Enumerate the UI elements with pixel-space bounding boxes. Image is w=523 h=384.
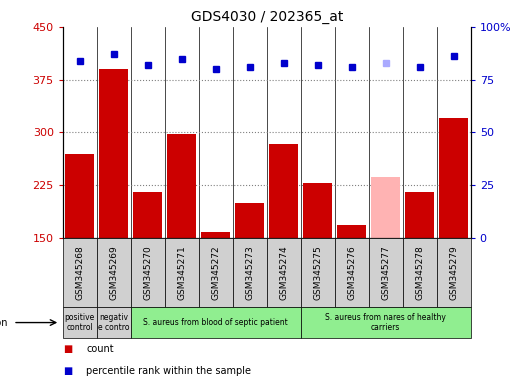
Text: S. aureus from nares of healthy
carriers: S. aureus from nares of healthy carriers [325, 313, 446, 332]
Text: GSM345277: GSM345277 [381, 245, 390, 300]
Text: S. aureus from blood of septic patient: S. aureus from blood of septic patient [143, 318, 288, 327]
Bar [405, 192, 434, 238]
Text: GSM345268: GSM345268 [75, 245, 84, 300]
Text: GSM345273: GSM345273 [245, 245, 254, 300]
Bar [235, 203, 264, 238]
Text: count: count [86, 344, 114, 354]
Text: percentile rank within the sample: percentile rank within the sample [86, 366, 251, 376]
Text: GSM345279: GSM345279 [449, 245, 458, 300]
Text: GSM345278: GSM345278 [415, 245, 424, 300]
Text: GSM345269: GSM345269 [109, 245, 118, 300]
Text: GSM345271: GSM345271 [177, 245, 186, 300]
Bar [133, 192, 162, 238]
Text: negativ
e contro: negativ e contro [98, 313, 130, 332]
Title: GDS4030 / 202365_at: GDS4030 / 202365_at [190, 10, 343, 25]
Text: GSM345274: GSM345274 [279, 245, 288, 300]
Text: infection: infection [0, 318, 8, 328]
Text: GSM345270: GSM345270 [143, 245, 152, 300]
Text: ■: ■ [63, 344, 73, 354]
Text: GSM345276: GSM345276 [347, 245, 356, 300]
Text: GSM345275: GSM345275 [313, 245, 322, 300]
Bar [371, 177, 400, 238]
Bar [269, 144, 298, 238]
Text: ■: ■ [63, 366, 73, 376]
Bar [201, 232, 230, 238]
Text: positive
control: positive control [65, 313, 95, 332]
Text: GSM345272: GSM345272 [211, 245, 220, 300]
Bar [167, 134, 196, 238]
Bar [303, 183, 332, 238]
Bar [99, 69, 128, 238]
Bar [439, 118, 468, 238]
Bar [337, 225, 366, 238]
Bar [65, 154, 94, 238]
